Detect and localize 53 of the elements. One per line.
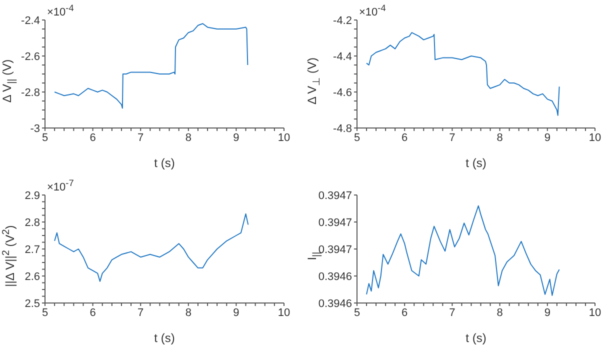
y-tick-label: 0.3947	[318, 243, 352, 256]
x-tick-label: 10	[278, 132, 290, 144]
x-tick-label: 5	[42, 132, 48, 144]
y-tick-label: 0.3946	[318, 270, 352, 282]
x-tick-label: 6	[90, 306, 96, 318]
y-tick-label: -2.6	[21, 50, 40, 63]
x-tick-label: 8	[496, 132, 503, 144]
text: ×10$^{-4}$	[359, 3, 386, 19]
x-tick-label: 7	[138, 132, 144, 144]
line-series	[54, 23, 248, 109]
x-tick-label: 7	[138, 306, 144, 318]
y-tick-label: -2.8	[21, 86, 40, 99]
y-tick-label: -4.4	[333, 50, 352, 63]
line-series	[366, 32, 560, 116]
x-tick-label: 10	[588, 132, 602, 144]
x-tick-label: 5	[354, 306, 360, 318]
x-tick-label: 9	[233, 132, 240, 144]
y-tick-label: -4.2	[333, 14, 352, 27]
line-series	[54, 212, 249, 282]
text: ×10$^{-7}$	[47, 178, 74, 194]
y-tick-label: 0.3947	[318, 216, 352, 228]
y-tick-label: 2.6	[24, 270, 40, 282]
y-tick-label: 2.7	[24, 243, 40, 256]
x-tick-label: 10	[278, 306, 290, 318]
x-tick-label: 10	[588, 306, 602, 318]
y-tick-label: 2.5	[24, 297, 40, 310]
x-tick-label: 9	[544, 132, 550, 144]
y-tick-label: 2.8	[24, 216, 40, 228]
x-tick-label: 9	[233, 306, 240, 318]
x-tick-label: 8	[185, 306, 192, 318]
x-tick-label: 6	[90, 132, 96, 144]
y-tick-label: 0.3946	[318, 297, 352, 310]
y-tick-label: -4.8	[333, 122, 352, 135]
x-axis-title: t (s)	[464, 330, 488, 344]
x-tick-label: 7	[449, 132, 456, 144]
x-axis-title: t (s)	[153, 156, 176, 170]
x-tick-label: 9	[544, 306, 550, 318]
y-tick-label: 2.9	[24, 189, 40, 202]
y-tick-label: -4.6	[333, 86, 352, 99]
x-tick-label: 8	[185, 132, 192, 144]
x-axis-title: t (s)	[153, 330, 176, 344]
x-tick-label: 6	[402, 306, 408, 318]
x-tick-label: 7	[449, 306, 456, 318]
x-tick-label: 5	[354, 132, 360, 144]
y-tick-label: -3	[30, 122, 40, 135]
y-tick-label: -2.4	[21, 14, 40, 27]
x-tick-label: 6	[402, 132, 408, 144]
x-axis-title: t (s)	[464, 156, 488, 170]
x-tick-label: 8	[496, 306, 503, 318]
text: ×10$^{-4}$	[47, 3, 74, 19]
y-tick-label: 0.3947	[318, 189, 352, 202]
line-series	[366, 204, 560, 296]
x-tick-label: 5	[42, 306, 48, 318]
